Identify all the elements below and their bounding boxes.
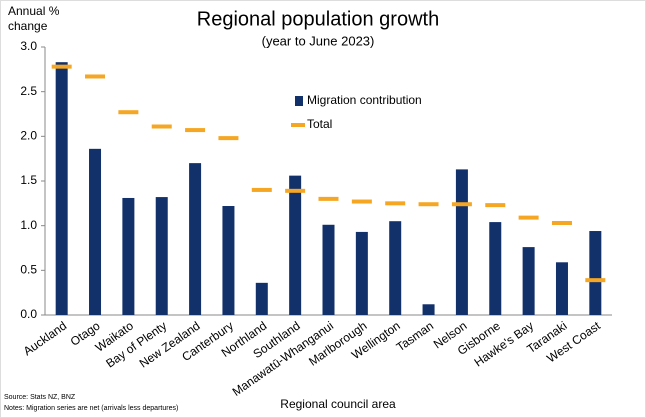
y-axis-title: change	[8, 19, 48, 33]
chart-title: Regional population growth	[197, 8, 439, 30]
legend-label: Migration contribution	[307, 93, 422, 107]
total-marker	[485, 203, 506, 208]
total-marker	[351, 199, 372, 204]
y-tick-label: 2.5	[20, 84, 37, 98]
chart-subtitle: (year to June 2023)	[262, 33, 375, 48]
bar	[289, 175, 302, 315]
y-tick-label: 0.0	[20, 307, 37, 321]
bar	[389, 221, 402, 315]
y-axis-title: Annual %	[8, 4, 60, 18]
bar	[155, 197, 168, 315]
total-marker	[385, 201, 406, 206]
total-marker	[85, 74, 106, 79]
y-tick-label: 0.5	[20, 263, 37, 277]
bar	[555, 262, 568, 315]
total-marker	[451, 202, 472, 207]
total-marker	[185, 128, 206, 133]
total-marker	[118, 110, 139, 115]
total-marker	[218, 136, 239, 141]
bar	[55, 62, 68, 315]
total-marker	[251, 187, 272, 192]
bar	[422, 304, 435, 315]
bar	[522, 247, 535, 315]
total-marker	[551, 220, 572, 225]
legend-swatch	[295, 96, 303, 106]
total-marker	[151, 124, 172, 129]
bar	[122, 197, 135, 315]
bar	[589, 231, 602, 315]
y-tick-label: 2.0	[20, 129, 37, 143]
x-axis-title: Regional council area	[280, 397, 396, 411]
legend-swatch	[291, 123, 305, 127]
y-tick-label: 1.5	[20, 173, 37, 187]
bar	[322, 224, 335, 315]
bar	[355, 231, 368, 315]
total-marker	[285, 188, 306, 193]
bar	[455, 169, 468, 315]
legend-label: Total	[307, 117, 332, 131]
bar	[89, 148, 102, 315]
bar	[222, 206, 235, 315]
y-tick-label: 1.0	[20, 218, 37, 232]
total-marker	[418, 202, 439, 207]
total-marker	[518, 215, 539, 220]
total-marker	[318, 196, 339, 201]
source: Source: Stats NZ, BNZ	[4, 394, 76, 401]
total-marker	[51, 64, 72, 69]
bar	[255, 282, 268, 315]
total-marker	[585, 278, 606, 283]
notes: Notes: Migration series are net (arrival…	[4, 405, 178, 412]
bar	[489, 222, 502, 315]
y-tick-label: 3.0	[20, 39, 37, 53]
bar	[189, 163, 202, 315]
